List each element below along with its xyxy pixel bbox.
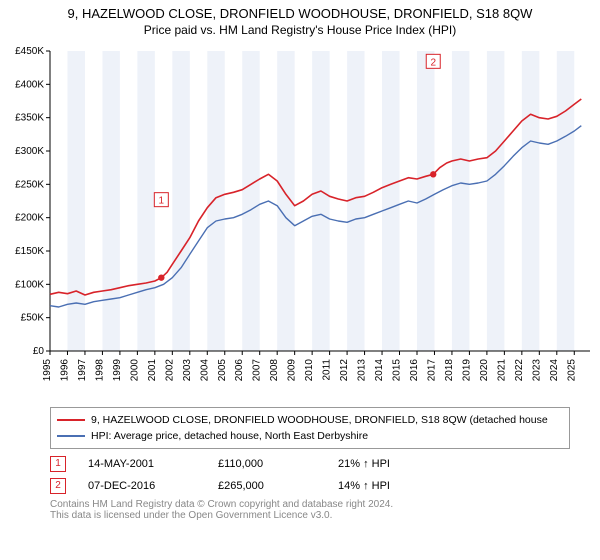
svg-text:£300K: £300K	[15, 146, 44, 157]
marker-price: £110,000	[218, 458, 338, 470]
svg-text:2000: 2000	[129, 359, 140, 382]
svg-text:1996: 1996	[59, 359, 70, 382]
chart-subtitle: Price paid vs. HM Land Registry's House …	[0, 21, 600, 41]
svg-text:1998: 1998	[94, 359, 105, 382]
svg-text:2018: 2018	[444, 359, 455, 382]
marker-row: 1 14-MAY-2001£110,00021% ↑ HPI	[50, 453, 570, 475]
svg-text:1999: 1999	[112, 359, 123, 382]
svg-text:2004: 2004	[199, 359, 210, 382]
svg-text:2011: 2011	[322, 359, 333, 381]
svg-text:2012: 2012	[339, 359, 350, 382]
marker-badge: 1	[50, 456, 66, 472]
marker-badge: 2	[50, 478, 66, 494]
svg-text:£200K: £200K	[15, 213, 44, 224]
legend-swatch	[57, 435, 85, 437]
line-chart-svg: £0 £50K £100K £150K £200K £250K £300K £350K £400…	[0, 41, 600, 401]
marker-delta: 14% ↑ HPI	[338, 480, 390, 492]
footer-line2: This data is licensed under the Open Gov…	[50, 510, 570, 521]
svg-text:2005: 2005	[217, 359, 228, 382]
svg-text:2019: 2019	[461, 359, 472, 382]
svg-text:2015: 2015	[392, 359, 403, 382]
svg-text:1: 1	[159, 196, 165, 207]
svg-text:£250K: £250K	[15, 179, 44, 190]
legend-row: 9, HAZELWOOD CLOSE, DRONFIELD WOODHOUSE,…	[57, 412, 563, 428]
svg-text:2: 2	[430, 57, 436, 68]
svg-text:2002: 2002	[164, 359, 175, 382]
svg-text:2003: 2003	[182, 359, 193, 382]
footer-line1: Contains HM Land Registry data © Crown c…	[50, 499, 570, 510]
chart-title: 9, HAZELWOOD CLOSE, DRONFIELD WOODHOUSE,…	[0, 0, 600, 21]
svg-text:£400K: £400K	[15, 79, 44, 90]
marker-date: 07-DEC-2016	[88, 480, 218, 492]
svg-text:2007: 2007	[252, 359, 263, 382]
marker-date: 14-MAY-2001	[88, 458, 218, 470]
legend-label: HPI: Average price, detached house, Nort…	[91, 430, 368, 442]
marker-row: 2 07-DEC-2016£265,00014% ↑ HPI	[50, 475, 570, 497]
marker-table: 1 14-MAY-2001£110,00021% ↑ HPI 2 07-DEC-201…	[50, 453, 570, 497]
svg-text:2020: 2020	[479, 359, 490, 382]
marker-price: £265,000	[218, 480, 338, 492]
svg-text:2016: 2016	[409, 359, 420, 382]
svg-text:£100K: £100K	[15, 279, 44, 290]
svg-text:2017: 2017	[426, 359, 437, 382]
legend-row: HPI: Average price, detached house, Nort…	[57, 428, 563, 444]
svg-text:2001: 2001	[147, 359, 158, 382]
svg-text:2010: 2010	[304, 359, 315, 382]
svg-text:2025: 2025	[566, 359, 577, 382]
marker-delta: 21% ↑ HPI	[338, 458, 390, 470]
svg-text:£50K: £50K	[21, 313, 45, 324]
svg-text:1995: 1995	[42, 359, 53, 382]
svg-text:£350K: £350K	[15, 113, 44, 124]
svg-text:2022: 2022	[514, 359, 525, 382]
svg-text:2009: 2009	[287, 359, 298, 382]
svg-text:2024: 2024	[549, 359, 560, 382]
svg-text:£0: £0	[33, 346, 45, 357]
svg-text:2008: 2008	[269, 359, 280, 382]
svg-text:£450K: £450K	[15, 46, 44, 57]
attribution-footer: Contains HM Land Registry data © Crown c…	[50, 499, 570, 521]
chart-area: £0 £50K £100K £150K £200K £250K £300K £350K £400…	[0, 41, 600, 401]
svg-text:£150K: £150K	[15, 246, 44, 257]
legend-swatch	[57, 419, 85, 421]
legend: 9, HAZELWOOD CLOSE, DRONFIELD WOODHOUSE,…	[50, 407, 570, 449]
svg-text:2014: 2014	[374, 359, 385, 382]
svg-text:2013: 2013	[357, 359, 368, 382]
svg-text:2006: 2006	[234, 359, 245, 382]
svg-text:2021: 2021	[496, 359, 507, 382]
svg-text:2023: 2023	[531, 359, 542, 382]
svg-text:1997: 1997	[77, 359, 88, 382]
legend-label: 9, HAZELWOOD CLOSE, DRONFIELD WOODHOUSE,…	[91, 414, 548, 426]
